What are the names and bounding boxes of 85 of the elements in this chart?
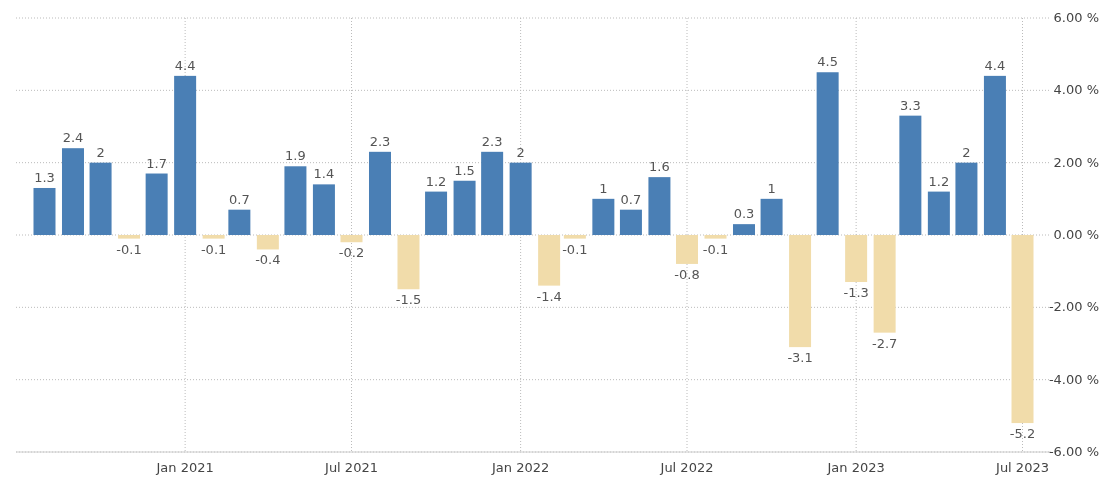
data-label: -1.4 xyxy=(536,288,562,304)
bar xyxy=(563,235,586,239)
y-tick-label: 2.00 % xyxy=(1053,154,1099,170)
y-tick-label: -6.00 % xyxy=(1048,444,1099,459)
data-label: -0.1 xyxy=(562,241,588,257)
data-label: 2.4 xyxy=(62,130,84,146)
data-label: 1 xyxy=(767,180,776,196)
data-label: 1.5 xyxy=(454,162,475,178)
bar xyxy=(1011,235,1034,424)
bar xyxy=(899,115,922,235)
data-label: 2 xyxy=(96,144,105,160)
bar xyxy=(538,235,561,286)
bar xyxy=(453,180,476,235)
data-label: 1 xyxy=(599,180,608,196)
bar xyxy=(340,235,363,243)
data-label: 2 xyxy=(962,144,971,160)
bar xyxy=(648,177,671,235)
bar xyxy=(619,209,642,235)
data-label: 0.7 xyxy=(620,191,642,207)
bar xyxy=(676,235,698,264)
data-label: -0.8 xyxy=(674,266,700,282)
data-label: 4.4 xyxy=(984,57,1006,73)
data-label: -3.1 xyxy=(787,350,813,366)
x-tick-label: Jul 2021 xyxy=(324,460,378,475)
data-label: -0.1 xyxy=(200,241,227,257)
bar xyxy=(732,224,755,235)
y-tick-label: 4.00 % xyxy=(1053,82,1099,98)
data-label: 1.2 xyxy=(425,173,447,189)
bar xyxy=(481,151,504,235)
data-label: -1.5 xyxy=(395,292,422,308)
bar xyxy=(873,235,896,333)
bar xyxy=(789,235,812,348)
data-label: 1.2 xyxy=(928,173,950,189)
data-label: 1.4 xyxy=(313,166,335,182)
x-tick-label: Jul 2022 xyxy=(659,460,714,475)
bar xyxy=(228,209,251,235)
bar xyxy=(312,184,335,235)
bar xyxy=(509,162,532,235)
bar xyxy=(33,187,56,235)
bar xyxy=(397,235,420,290)
x-tick-label: Jul 2023 xyxy=(995,460,1049,475)
bar xyxy=(983,75,1006,235)
data-label: 0.3 xyxy=(733,206,755,222)
bar xyxy=(955,162,978,235)
y-tick-label: 6.00 % xyxy=(1053,10,1099,25)
bar xyxy=(174,75,197,235)
bar xyxy=(704,235,727,239)
bar xyxy=(816,72,839,235)
y-tick-label: -2.00 % xyxy=(1048,299,1099,315)
bar xyxy=(369,151,391,235)
data-label: 2.3 xyxy=(481,133,503,149)
x-tick-label: Jan 2022 xyxy=(491,460,550,475)
data-label: -2.7 xyxy=(871,335,898,351)
bar xyxy=(145,173,168,235)
bar xyxy=(202,235,225,239)
bar xyxy=(425,191,448,235)
data-label: 4.5 xyxy=(817,54,838,70)
data-label: -5.2 xyxy=(1009,426,1036,442)
data-label: -0.1 xyxy=(702,241,729,257)
x-tick-label: Jan 2021 xyxy=(155,460,214,475)
data-label: -0.4 xyxy=(255,252,281,268)
data-label: -0.2 xyxy=(338,245,365,261)
bar xyxy=(256,235,279,250)
y-tick-label: 0.00 % xyxy=(1053,227,1099,242)
bar xyxy=(89,162,112,235)
bar xyxy=(760,198,783,235)
data-label: 4.4 xyxy=(174,57,196,73)
data-label: 1.3 xyxy=(34,169,55,185)
data-label: 2 xyxy=(516,144,525,160)
data-label: 3.3 xyxy=(900,97,921,113)
bar xyxy=(592,198,615,235)
data-label: 0.7 xyxy=(229,191,250,207)
bar xyxy=(118,235,141,239)
data-label: -0.1 xyxy=(116,241,142,257)
data-label: 2.3 xyxy=(369,133,391,149)
data-label: 1.9 xyxy=(285,148,306,164)
x-tick-label: Jan 2023 xyxy=(826,460,885,475)
data-label: 1.7 xyxy=(146,155,167,171)
bar xyxy=(845,235,868,283)
data-label: 1.6 xyxy=(649,159,670,175)
bar xyxy=(927,191,950,235)
bar xyxy=(61,148,84,235)
data-label: -1.3 xyxy=(843,285,869,301)
bar xyxy=(284,166,307,235)
y-tick-label: -4.00 % xyxy=(1048,371,1099,387)
